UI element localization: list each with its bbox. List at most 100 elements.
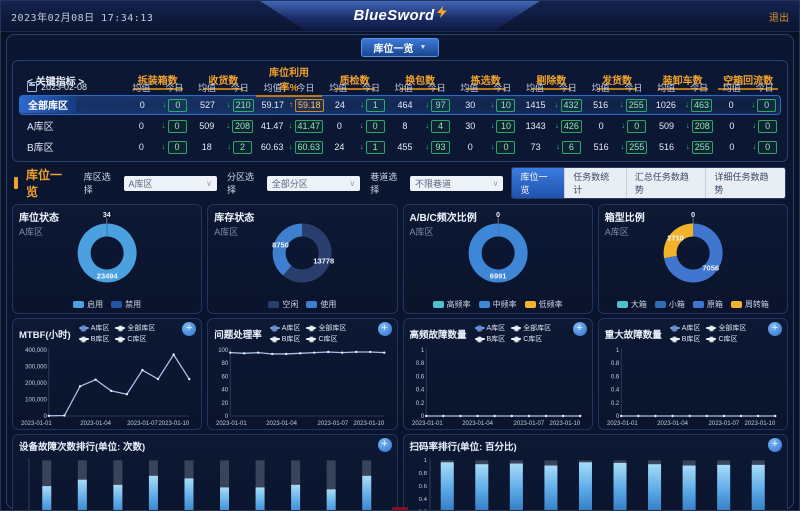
kpi-subcol: 均值 xyxy=(525,82,544,93)
filter-selects: 库区选择 A库区 ∨ 分区选择 全部分区 ∨ 巷道选择 不限巷道 ∨ xyxy=(84,170,504,196)
svg-text:34: 34 xyxy=(103,212,111,219)
expand-icon[interactable]: + xyxy=(377,322,392,336)
filter-select[interactable]: A库区 ∨ xyxy=(123,175,217,191)
chart-title: 库存状态 xyxy=(214,213,255,224)
legend-marker xyxy=(78,325,89,331)
svg-text:13778: 13778 xyxy=(314,256,335,265)
kpi-today-value: ↓ 41.47 xyxy=(289,119,324,133)
kpi-avg-value: 464 xyxy=(397,100,413,110)
legend-item[interactable]: 使用 xyxy=(306,299,336,310)
legend-item[interactable]: 大箱 xyxy=(616,299,647,310)
legend-item[interactable]: 全部库区 xyxy=(115,323,155,333)
kpi-row-label[interactable]: B库区 xyxy=(27,143,54,154)
legend-item[interactable]: B库区 xyxy=(669,334,700,344)
chart-legend: 高频率 中频率 低频率 xyxy=(404,299,592,310)
legend-item[interactable]: 周转箱 xyxy=(730,299,769,310)
svg-text:2023-01-04: 2023-01-04 xyxy=(266,421,297,427)
legend-swatch xyxy=(616,301,628,308)
legend-marker xyxy=(706,336,717,342)
arrow-down-icon: ↓ xyxy=(685,142,690,151)
kpi-avg-value: 0 xyxy=(728,100,734,110)
kpi-subcol: 均值 xyxy=(591,82,610,93)
kpi-row-label[interactable]: A库区 xyxy=(27,122,54,133)
expand-icon[interactable]: + xyxy=(377,438,392,452)
legend-item[interactable]: A库区 xyxy=(269,323,300,333)
legend-item[interactable]: A库区 xyxy=(78,323,109,333)
legend-item[interactable]: 全部库区 xyxy=(306,323,346,333)
chart-title: 箱型比例 xyxy=(604,213,645,224)
filter-select[interactable]: 全部分区 ∨ xyxy=(266,175,361,191)
legend-item[interactable]: 中频率 xyxy=(478,299,517,310)
kpi-avg-value: 516 xyxy=(593,142,609,152)
view-button[interactable]: 汇总任务数趋势 xyxy=(625,168,706,198)
legend-marker xyxy=(474,325,485,331)
panel-stock-status: 库存状态 A库区 13778 8750 空闲 使用 xyxy=(207,204,398,314)
kpi-today-value: ↑ 59.18 xyxy=(289,98,324,112)
page-tab[interactable]: 库位一览 ▼ xyxy=(360,38,440,57)
legend-item[interactable]: C库区 xyxy=(115,334,146,344)
kpi-group-header: 库位利用率% xyxy=(256,64,322,97)
svg-text:0.8: 0.8 xyxy=(611,361,620,367)
legend-item[interactable]: C库区 xyxy=(511,334,542,344)
kpi-avg-value: 0 xyxy=(139,100,145,110)
legend-item[interactable]: B库区 xyxy=(474,334,505,344)
brand-logo: BlueSword xyxy=(353,7,435,24)
chart-title: A/B/C频次比例 xyxy=(409,213,477,224)
top-header: 2023年02月08日 17:34:13 BlueSword 退出 xyxy=(1,1,799,32)
kpi-avg-value: 0 xyxy=(729,121,735,131)
legend-item[interactable]: A库区 xyxy=(474,323,505,333)
legend-item[interactable]: B库区 xyxy=(78,334,109,344)
legend-marker xyxy=(115,325,126,331)
legend-item[interactable]: 全部库区 xyxy=(706,323,746,333)
kpi-avg-value: 18 xyxy=(201,142,212,152)
legend-item[interactable]: 低频率 xyxy=(524,299,563,310)
lightning-icon xyxy=(436,5,447,18)
legend-marker xyxy=(511,336,522,342)
page-tab-label: 库位一览 xyxy=(373,44,414,55)
date-picker[interactable]: 2023-02-08 xyxy=(19,82,125,92)
svg-text:0.2: 0.2 xyxy=(415,401,424,407)
arrow-down-icon: ↓ xyxy=(554,121,559,130)
filter-label: 巷道选择 xyxy=(370,172,398,195)
legend-item[interactable]: A库区 xyxy=(669,323,700,333)
expand-icon[interactable]: + xyxy=(182,322,197,336)
legend-item[interactable]: 全部库区 xyxy=(511,323,551,333)
legend-marker xyxy=(78,336,89,342)
kpi-group-header: 空箱回流数 xyxy=(715,72,781,90)
arrow-down-icon: ↓ xyxy=(425,121,430,130)
kpi-today-value: ↓ 0 xyxy=(158,119,191,133)
scan-rate-bar-chart: 00.20.40.60.81SM1008_1SM2001_1SM1007_1SM… xyxy=(410,453,782,510)
kpi-avg-value: 0 xyxy=(138,121,144,131)
view-button[interactable]: 库位一览 xyxy=(512,168,565,198)
arrow-down-icon: ↓ xyxy=(684,100,689,109)
legend-item[interactable]: 禁用 xyxy=(111,299,141,310)
legend-item[interactable]: C库区 xyxy=(306,334,338,344)
svg-text:2023-01-07: 2023-01-07 xyxy=(708,421,739,427)
svg-text:2023-01-01: 2023-01-01 xyxy=(21,421,52,427)
expand-icon[interactable]: + xyxy=(768,322,782,336)
legend-item[interactable]: 启用 xyxy=(73,299,103,310)
view-button[interactable]: 任务数统计 xyxy=(564,168,626,198)
legend-item[interactable]: C库区 xyxy=(706,334,738,344)
legend-item[interactable]: 小箱 xyxy=(654,299,685,310)
box-type-donut: 0 7056 2710 xyxy=(599,211,787,294)
legend-item[interactable]: 原箱 xyxy=(692,299,723,310)
filter-select[interactable]: 不限巷道 ∨ xyxy=(409,175,504,191)
kpi-today-value: ↓ 208 xyxy=(683,119,716,133)
device-fault-bar-chart: SH_2040SH_2077SH_2065SH_1235SH_2084SH_20… xyxy=(19,453,391,510)
legend-item[interactable]: 高频率 xyxy=(432,299,471,310)
kpi-row-label[interactable]: 全部库区 xyxy=(20,96,76,113)
logout-link[interactable]: 退出 xyxy=(769,12,789,24)
kpi-today-value: ↓ 255 xyxy=(617,140,650,154)
expand-icon[interactable]: + xyxy=(768,438,782,452)
kpi-title: < 关键指标 > xyxy=(27,77,85,88)
expand-icon[interactable]: + xyxy=(572,322,587,336)
legend-item[interactable]: 空闲 xyxy=(268,299,298,310)
legend-item[interactable]: B库区 xyxy=(269,334,300,344)
view-button[interactable]: 详细任务数趋势 xyxy=(705,168,785,198)
panel-bin-status: 库位状态 A库区 23494 34 启用 禁用 xyxy=(12,204,203,314)
arrow-up-icon: ↑ xyxy=(289,100,294,109)
kpi-subcol: 均值 xyxy=(460,82,479,93)
legend-marker xyxy=(511,325,522,331)
svg-text:60: 60 xyxy=(222,374,229,380)
